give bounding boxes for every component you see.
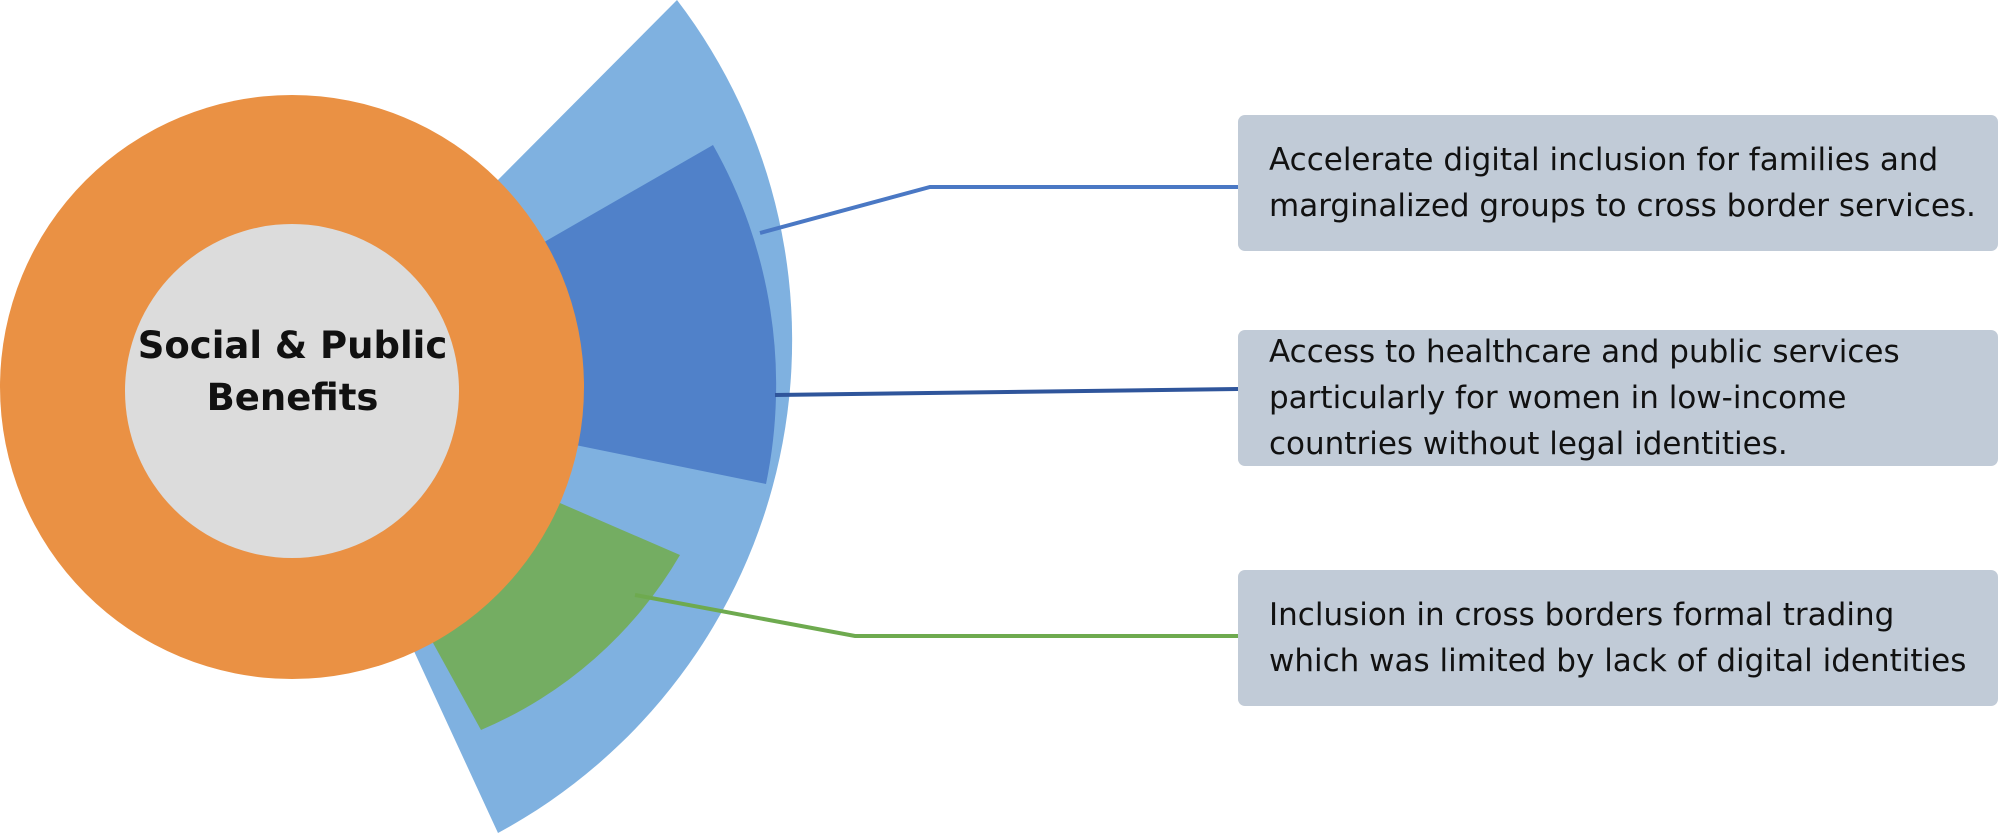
center-label-line-1: Social & Public xyxy=(125,320,460,372)
callout-text-line: Inclusion in cross borders formal tradin… xyxy=(1269,592,1988,638)
callout-text-line: particularly for women in low-income xyxy=(1269,375,1988,421)
callout-formal-trading: Inclusion in cross borders formal tradin… xyxy=(1238,570,1998,706)
center-label-line-2: Benefits xyxy=(125,372,460,424)
callout-digital-inclusion: Accelerate digital inclusion for familie… xyxy=(1238,115,1998,251)
callout-healthcare-access: Access to healthcare and public services… xyxy=(1238,330,1998,466)
connector-line-top xyxy=(760,187,1238,233)
callout-text-line: Access to healthcare and public services xyxy=(1269,329,1988,375)
callout-text-line: which was limited by lack of digital ide… xyxy=(1269,638,1988,684)
callout-text-line: marginalized groups to cross border serv… xyxy=(1269,183,1988,229)
callout-text-line: Accelerate digital inclusion for familie… xyxy=(1269,137,1988,183)
connector-line-middle xyxy=(775,389,1238,395)
callout-text-line: countries without legal identities. xyxy=(1269,421,1988,467)
center-label: Social & Public Benefits xyxy=(125,320,460,424)
